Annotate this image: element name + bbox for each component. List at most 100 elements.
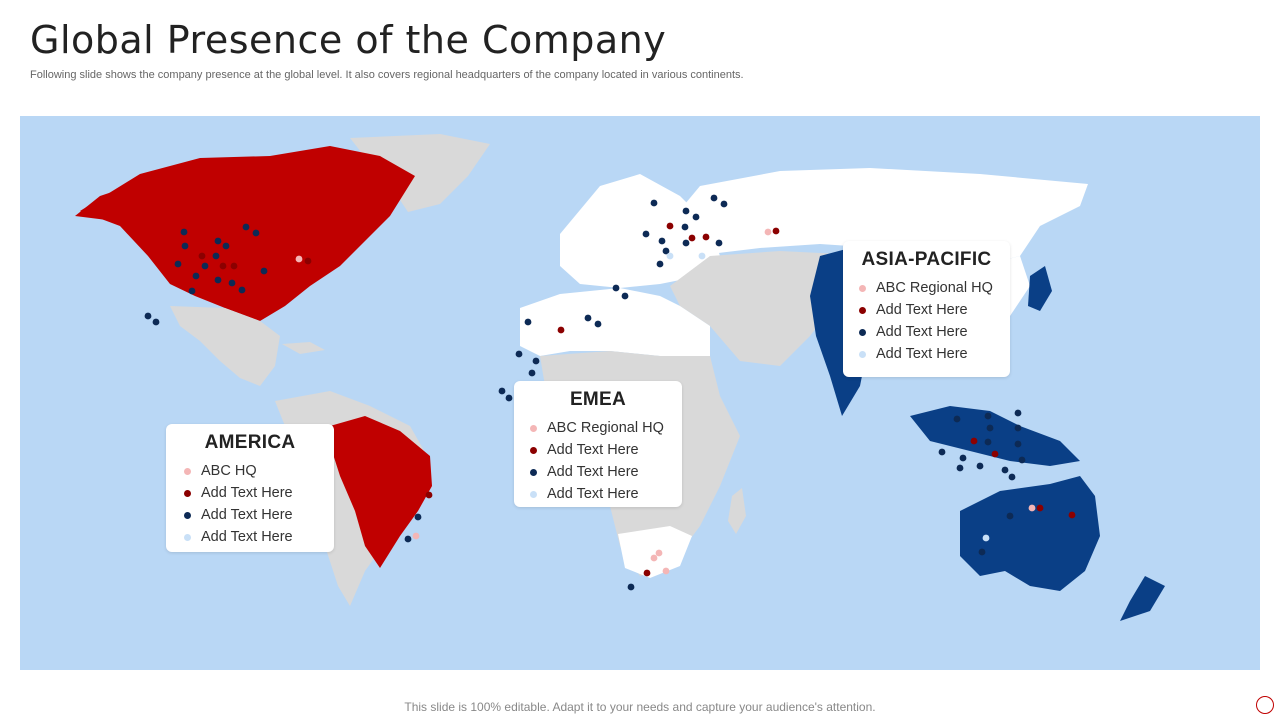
map-dot [772, 227, 780, 235]
map-dot [1001, 466, 1009, 474]
map-dot [222, 242, 230, 250]
map-dot [214, 237, 222, 245]
emea-legend-card: EMEA ABC Regional HQ Add Text Here Add T… [514, 381, 682, 507]
central-america-shape [170, 306, 280, 386]
europe-shape [560, 174, 720, 288]
map-dot [212, 252, 220, 260]
legend-dot [184, 489, 191, 497]
map-dot [524, 318, 532, 326]
emea-legend-label: ABC Regional HQ [547, 420, 664, 436]
asia-pacific-legend-label: Add Text Here [876, 346, 968, 362]
map-dot [1018, 456, 1026, 464]
map-dot [978, 548, 986, 556]
map-dot [621, 292, 629, 300]
emea-legend-title: EMEA [569, 389, 627, 410]
map-dot [304, 257, 312, 265]
asia-pacific-legend-item: Add Text Here [859, 343, 1010, 365]
map-dot [505, 394, 513, 402]
new-zealand-shape [1120, 576, 1165, 621]
slide-title: Global Presence of the Company [30, 18, 667, 62]
asia-pacific-legend-item: Add Text Here [859, 321, 1010, 343]
map-dot [953, 415, 961, 423]
map-dot [1036, 504, 1044, 512]
north-africa-shape [520, 288, 710, 356]
map-dot [938, 448, 946, 456]
map-dot [643, 569, 651, 577]
america-legend-item: Add Text Here [184, 504, 334, 526]
map-dot [764, 228, 772, 236]
asia-pacific-legend-card: ASIA-PACIFIC ABC Regional HQ Add Text He… [843, 241, 1010, 377]
japan-shape [1028, 266, 1052, 311]
map-dot [242, 223, 250, 231]
map-dot [219, 262, 227, 270]
caribbean-shape [282, 342, 325, 354]
map-dot [594, 320, 602, 328]
map-dot [404, 535, 412, 543]
slide-footer: This slide is 100% editable. Adapt it to… [404, 700, 876, 714]
map-dot [627, 583, 635, 591]
emea-legend-item: Add Text Here [530, 483, 682, 505]
middle-east-shape [670, 251, 840, 366]
map-dot [710, 194, 718, 202]
map-dot [656, 260, 664, 268]
america-legend-label: Add Text Here [201, 507, 293, 523]
america-legend-label: Add Text Here [201, 529, 293, 545]
map-dot [681, 223, 689, 231]
map-dot [1006, 512, 1014, 520]
america-legend-label: ABC HQ [201, 463, 257, 479]
map-dot [144, 312, 152, 320]
map-dot [642, 230, 650, 238]
asia-pacific-legend-item: Add Text Here [859, 299, 1010, 321]
legend-dot [184, 533, 191, 541]
circle-icon [1256, 696, 1274, 714]
map-dot [698, 252, 706, 260]
map-dot [192, 272, 200, 280]
map-dot [956, 464, 964, 472]
australia-shape [960, 476, 1100, 591]
map-dot [984, 438, 992, 446]
map-dot [976, 462, 984, 470]
legend-dot [530, 424, 537, 432]
asia-pacific-legend-title: ASIA-PACIFIC [861, 249, 992, 270]
legend-dot [859, 328, 866, 336]
map-dot [198, 252, 206, 260]
map-dot [252, 229, 260, 237]
legend-dot [184, 511, 191, 519]
map-dot [1008, 473, 1016, 481]
map-dot [152, 318, 160, 326]
map-dot [666, 222, 674, 230]
map-dot [201, 262, 209, 270]
map-dot [1014, 440, 1022, 448]
map-dot [515, 350, 523, 358]
map-dot [650, 199, 658, 207]
map-dot [612, 284, 620, 292]
greenland-shape [350, 134, 490, 212]
legend-dot [530, 446, 537, 454]
legend-dot [530, 468, 537, 476]
asia-pacific-legend-label: ABC Regional HQ [876, 280, 993, 296]
indonesia-shape [910, 406, 1080, 466]
emea-legend-item: Add Text Here [530, 439, 682, 461]
map-dot [702, 233, 710, 241]
map-dot [688, 234, 696, 242]
map-dot [174, 260, 182, 268]
legend-dot [859, 306, 866, 314]
map-dot [650, 554, 658, 562]
asia-pacific-legend-label: Add Text Here [876, 324, 968, 340]
map-dot [230, 262, 238, 270]
emea-legend-label: Add Text Here [547, 442, 639, 458]
south-africa-shape [618, 526, 692, 578]
legend-dot [859, 284, 866, 292]
map-dot [1068, 511, 1076, 519]
america-legend-item: ABC HQ [184, 460, 334, 482]
emea-legend-label: Add Text Here [547, 464, 639, 480]
map-dot [682, 239, 690, 247]
map-dot [662, 567, 670, 575]
location-dots [144, 194, 1076, 591]
map-dot [528, 369, 536, 377]
map-dot [720, 200, 728, 208]
map-dot [986, 424, 994, 432]
map-dot [658, 237, 666, 245]
map-dot [692, 213, 700, 221]
america-legend-item: Add Text Here [184, 482, 334, 504]
